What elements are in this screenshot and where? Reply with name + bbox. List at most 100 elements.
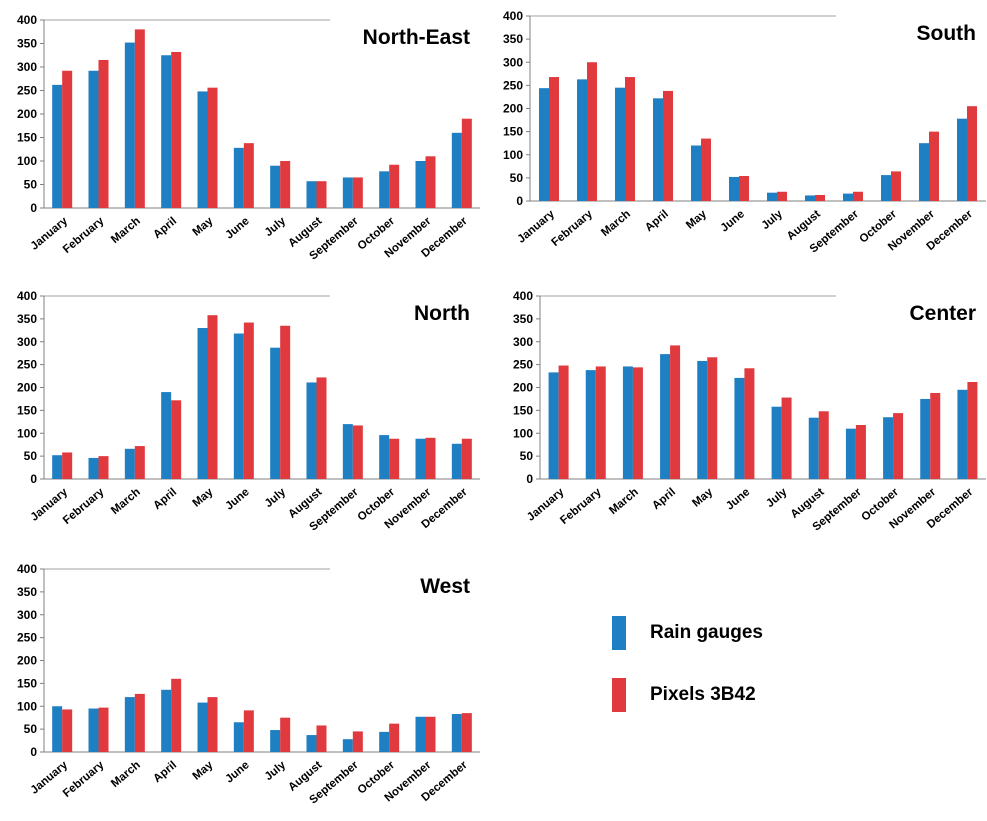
bar-pixels-3b42-october: [389, 723, 400, 752]
y-tick-label: 250: [17, 84, 37, 98]
x-tick-label-march: March: [109, 759, 143, 790]
chart-title: North-East: [363, 26, 470, 49]
bar-pixels-3b42-may: [701, 138, 711, 201]
bar-rain-gauges-november: [919, 143, 929, 201]
bar-pixels-3b42-august: [316, 725, 327, 752]
y-tick-label: 100: [513, 426, 533, 440]
bar-pixels-3b42-october: [389, 438, 400, 479]
bar-rain-gauges-may: [197, 702, 208, 752]
bar-pixels-3b42-february: [98, 456, 109, 479]
y-tick-label: 100: [503, 148, 523, 162]
y-tick-label: 350: [503, 32, 523, 46]
bar-pixels-3b42-may: [207, 697, 218, 752]
bar-rain-gauges-october: [883, 417, 894, 479]
bar-rain-gauges-june: [233, 333, 244, 479]
bar-rain-gauges-june: [729, 176, 739, 201]
y-tick-label: 200: [513, 381, 533, 395]
y-tick-label: 400: [17, 289, 37, 303]
bar-rain-gauges-february: [88, 708, 99, 752]
bar-pixels-3b42-august: [815, 194, 825, 201]
x-tick-label-july: July: [263, 759, 289, 783]
y-tick-label: 200: [17, 107, 37, 121]
bar-pixels-3b42-may: [207, 315, 218, 479]
bar-pixels-3b42-august: [316, 377, 327, 479]
y-tick-label: 400: [17, 13, 37, 27]
bar-pixels-3b42-june: [243, 143, 254, 208]
y-tick-label: 100: [17, 154, 37, 168]
bar-pixels-3b42-april: [171, 400, 182, 479]
bar-rain-gauges-december: [451, 132, 462, 208]
bar-pixels-3b42-february: [587, 62, 597, 201]
y-tick-label: 50: [520, 449, 534, 463]
bar-rain-gauges-february: [585, 370, 596, 479]
bar-pixels-3b42-march: [632, 367, 643, 479]
bar-pixels-3b42-june: [243, 322, 254, 479]
bar-rain-gauges-july: [270, 347, 281, 479]
bar-rain-gauges-april: [653, 98, 663, 201]
bar-rain-gauges-march: [622, 366, 633, 479]
bar-pixels-3b42-may: [707, 357, 718, 479]
bar-pixels-3b42-february: [98, 59, 109, 209]
bar-pixels-3b42-march: [134, 29, 145, 209]
bar-rain-gauges-august: [306, 735, 317, 752]
y-tick-label: 200: [17, 381, 37, 395]
bar-pixels-3b42-april: [171, 51, 182, 209]
y-tick-label: 50: [24, 722, 38, 736]
bar-pixels-3b42-october: [891, 171, 901, 201]
bar-rain-gauges-october: [379, 171, 390, 208]
y-tick-label: 250: [17, 631, 37, 645]
bar-rain-gauges-november: [415, 161, 426, 208]
bar-rain-gauges-april: [660, 354, 671, 479]
y-tick-label: 200: [17, 654, 37, 668]
y-tick-label: 350: [513, 312, 533, 326]
bar-pixels-3b42-april: [171, 678, 182, 752]
y-tick-label: 300: [17, 60, 37, 74]
x-tick-label-april: April: [151, 759, 179, 785]
bar-rain-gauges-april: [161, 55, 172, 208]
bar-pixels-3b42-january: [62, 452, 73, 479]
bar-pixels-3b42-january: [62, 709, 73, 752]
bar-pixels-3b42-october: [893, 413, 904, 479]
bar-pixels-3b42-june: [744, 368, 755, 479]
bar-pixels-3b42-september: [352, 425, 363, 479]
y-tick-label: 100: [17, 426, 37, 440]
x-tick-label-february: February: [61, 759, 107, 800]
chart-title: South: [917, 22, 976, 45]
y-tick-label: 400: [17, 562, 37, 576]
bar-rain-gauges-november: [920, 398, 931, 479]
y-tick-label: 150: [17, 676, 37, 690]
bar-rain-gauges-august: [808, 417, 819, 479]
bar-pixels-3b42-february: [98, 707, 109, 752]
y-tick-label: 250: [513, 358, 533, 372]
bar-pixels-3b42-may: [207, 87, 218, 208]
bar-pixels-3b42-july: [280, 325, 291, 479]
bar-pixels-3b42-october: [389, 164, 400, 208]
y-tick-label: 0: [516, 194, 523, 208]
y-tick-label: 150: [503, 125, 523, 139]
bar-pixels-3b42-november: [425, 156, 436, 208]
y-tick-label: 300: [17, 608, 37, 622]
bar-pixels-3b42-july: [280, 161, 291, 208]
y-tick-label: 350: [17, 37, 37, 51]
bar-pixels-3b42-february: [595, 366, 606, 479]
x-tick-label-june: June: [223, 759, 251, 785]
bar-rain-gauges-february: [88, 70, 99, 208]
bar-pixels-3b42-january: [549, 77, 559, 201]
bar-rain-gauges-september: [845, 428, 856, 479]
bar-rain-gauges-december: [451, 443, 462, 479]
bar-rain-gauges-november: [415, 716, 426, 752]
y-tick-label: 150: [17, 131, 37, 145]
y-tick-label: 250: [503, 78, 523, 92]
bar-rain-gauges-july: [771, 406, 782, 479]
y-tick-label: 150: [17, 403, 37, 417]
chart-title: North: [414, 302, 470, 325]
bar-pixels-3b42-december: [967, 382, 978, 479]
bar-rain-gauges-january: [52, 84, 63, 208]
bar-rain-gauges-april: [161, 689, 172, 752]
bar-pixels-3b42-july: [777, 191, 787, 201]
bar-rain-gauges-december: [957, 389, 968, 479]
bar-rain-gauges-may: [697, 360, 708, 479]
